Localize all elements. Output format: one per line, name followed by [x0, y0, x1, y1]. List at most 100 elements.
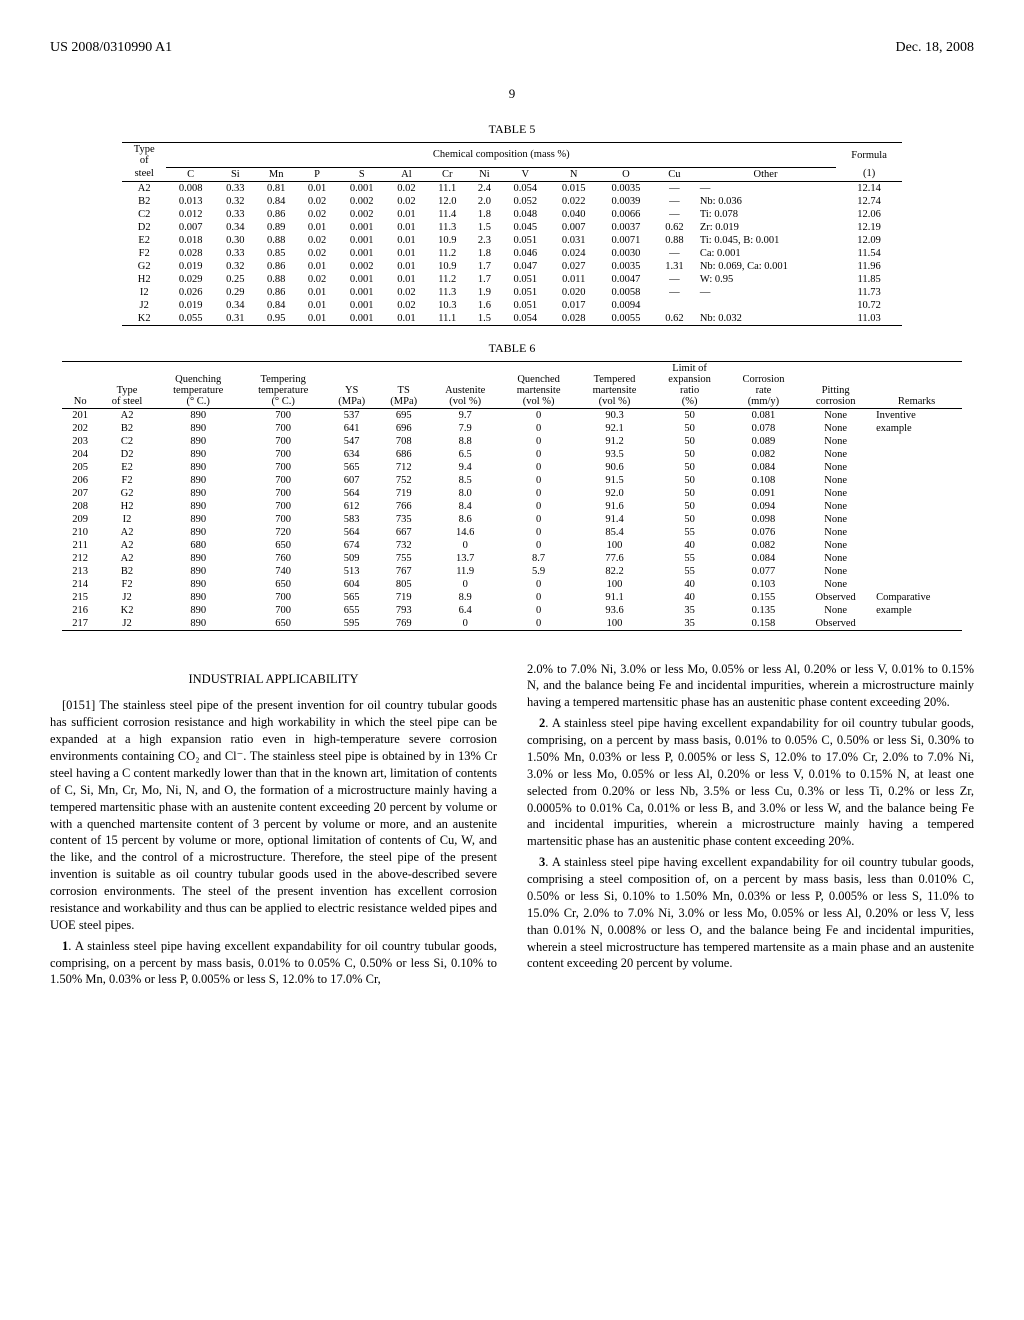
- t6-cell: 215: [62, 591, 98, 604]
- t5-cell: 1.8: [468, 247, 501, 260]
- t6-cell: 0.094: [727, 500, 800, 513]
- t5-cell: 12.09: [836, 234, 902, 247]
- t6-cell: 634: [326, 448, 378, 461]
- t6-cell: 90.6: [577, 461, 653, 474]
- t6-cell: 0.078: [727, 422, 800, 435]
- t6-cell: 7.9: [430, 422, 501, 435]
- table6-caption: TABLE 6: [50, 341, 974, 356]
- t6-cell: 735: [378, 513, 430, 526]
- t5-cell: 0.001: [338, 181, 386, 195]
- t5-cell: 1.5: [468, 221, 501, 234]
- t5-cell: 0.0035: [598, 260, 654, 273]
- t6-cell: 700: [241, 435, 326, 448]
- t5-cell: Zr: 0.019: [695, 221, 836, 234]
- t6-cell: 213: [62, 565, 98, 578]
- t5-cell: 0.002: [338, 208, 386, 221]
- t5-cell: 11.3: [427, 221, 468, 234]
- t6-cell: 890: [156, 591, 241, 604]
- t5-cell: 11.03: [836, 312, 902, 326]
- t5-cell: —: [654, 273, 695, 286]
- t6-cell: [871, 448, 962, 461]
- t5-cell: 0.01: [386, 208, 427, 221]
- t5-cell: E2: [122, 234, 166, 247]
- t6-col-11: Pittingcorrosion: [800, 361, 871, 408]
- t6-cell: None: [800, 565, 871, 578]
- t5-cell: 0.02: [297, 273, 338, 286]
- t5-cell: 0.0094: [598, 299, 654, 312]
- t6-cell: 667: [378, 526, 430, 539]
- t6-cell: 890: [156, 422, 241, 435]
- t6-cell: 767: [378, 565, 430, 578]
- table-row: 208H28907006127668.4091.6500.094None: [62, 500, 962, 513]
- t5-cell: 0.019: [166, 260, 214, 273]
- t5-cell: 2.4: [468, 181, 501, 195]
- t6-cell: 565: [326, 461, 378, 474]
- t5-cell: 0.01: [386, 312, 427, 326]
- t5-cell: 0.34: [215, 299, 256, 312]
- t5-cell: 10.3: [427, 299, 468, 312]
- t6-cell: 40: [652, 539, 726, 552]
- t5-cell: A2: [122, 181, 166, 195]
- table-row: I20.0260.290.860.010.0010.0211.31.90.051…: [122, 286, 902, 299]
- t5-cell: 0.007: [166, 221, 214, 234]
- t6-cell: 9.4: [430, 461, 501, 474]
- t5-cell: 0.028: [549, 312, 597, 326]
- t6-cell: [871, 513, 962, 526]
- t5-cell: W: 0.95: [695, 273, 836, 286]
- table-row: F20.0280.330.850.020.0010.0111.21.80.046…: [122, 247, 902, 260]
- t5-cell: 0.01: [297, 221, 338, 234]
- t6-cell: [871, 578, 962, 591]
- t5-cell: 0.86: [256, 286, 297, 299]
- t6-cell: 700: [241, 500, 326, 513]
- t5-cell: 1.5: [468, 312, 501, 326]
- t6-cell: 92.1: [577, 422, 653, 435]
- t5-cell: 11.85: [836, 273, 902, 286]
- t6-cell: [871, 474, 962, 487]
- t5-cell: 11.2: [427, 247, 468, 260]
- t6-cell: 11.9: [430, 565, 501, 578]
- t5-group-header: Chemical composition (mass %): [166, 143, 836, 168]
- t6-cell: 650: [241, 617, 326, 631]
- claim-1-text: . A stainless steel pipe having excellen…: [50, 939, 497, 987]
- t6-cell: 216: [62, 604, 98, 617]
- t5-col-0: steel: [122, 167, 166, 181]
- table6: NoTypeof steelQuenchingtemperature(° C.)…: [62, 361, 962, 631]
- t6-cell: Inventive: [871, 408, 962, 422]
- t6-cell: 204: [62, 448, 98, 461]
- t6-cell: 595: [326, 617, 378, 631]
- t6-cell: A2: [98, 552, 155, 565]
- t5-cell: 0.017: [549, 299, 597, 312]
- t5-cell: 0.0071: [598, 234, 654, 247]
- t5-cell: 11.1: [427, 312, 468, 326]
- t6-cell: [871, 552, 962, 565]
- t5-cell: 11.2: [427, 273, 468, 286]
- t6-cell: 0: [501, 526, 577, 539]
- t5-cell: G2: [122, 260, 166, 273]
- t6-cell: 890: [156, 474, 241, 487]
- t6-cell: G2: [98, 487, 155, 500]
- t5-cell: 12.06: [836, 208, 902, 221]
- claim-2: 2. A stainless steel pipe having excelle…: [527, 715, 974, 850]
- t6-cell: 50: [652, 435, 726, 448]
- t6-cell: A2: [98, 408, 155, 422]
- t6-cell: A2: [98, 526, 155, 539]
- t5-cell: 0.055: [166, 312, 214, 326]
- t5-formula-header: Formula: [836, 143, 902, 168]
- t6-cell: 77.6: [577, 552, 653, 565]
- t6-cell: [871, 565, 962, 578]
- t6-col-10: Corrosionrate(mm/y): [727, 361, 800, 408]
- t6-cell: 0: [430, 617, 501, 631]
- t6-cell: 90.3: [577, 408, 653, 422]
- t5-cell: 11.1: [427, 181, 468, 195]
- t6-cell: Observed: [800, 617, 871, 631]
- t6-cell: 0.091: [727, 487, 800, 500]
- t6-cell: 0.082: [727, 539, 800, 552]
- t6-cell: 0: [501, 408, 577, 422]
- t6-cell: 0.103: [727, 578, 800, 591]
- t5-cell: 0.86: [256, 260, 297, 273]
- t5-cell: 0.047: [501, 260, 549, 273]
- t5-col-11: O: [598, 167, 654, 181]
- t5-cell: 0.001: [338, 234, 386, 247]
- t5-cell: —: [654, 181, 695, 195]
- t5-cell: 0.0066: [598, 208, 654, 221]
